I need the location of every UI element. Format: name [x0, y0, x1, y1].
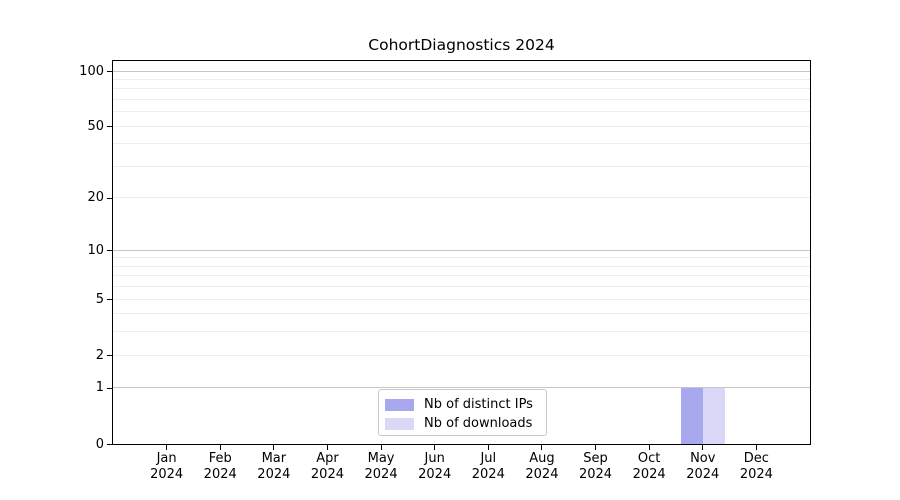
legend-swatch-distinct-ips [385, 398, 414, 411]
x-tick-mark [541, 445, 543, 450]
y-tick-mark [107, 444, 112, 445]
y-tick-label: 2 [95, 347, 104, 363]
legend: Nb of distinct IPs Nb of downloads [378, 389, 547, 436]
y-tick-mark [107, 71, 112, 72]
y-tick-label: 20 [87, 190, 104, 206]
minor-gridline [113, 265, 810, 267]
major-gridline [113, 249, 810, 251]
x-tick-label: Jul 2024 [471, 451, 505, 482]
minor-gridline [113, 165, 810, 167]
legend-label-downloads: Nb of downloads [424, 416, 533, 431]
minor-gridline [113, 257, 810, 259]
minor-gridline [113, 78, 810, 80]
major-gridline [113, 387, 810, 389]
x-tick-label: Aug 2024 [525, 451, 559, 482]
y-tick-label: 1 [95, 380, 104, 396]
x-tick-mark [648, 445, 650, 450]
x-tick-mark [702, 445, 704, 450]
chart-title: CohortDiagnostics 2024 [368, 36, 555, 54]
minor-gridline [113, 111, 810, 113]
minor-gridline [113, 98, 810, 100]
y-tick-mark [107, 299, 112, 301]
x-tick-mark [273, 445, 275, 450]
x-tick-label: Jan 2024 [150, 451, 184, 482]
x-tick-label: Sep 2024 [578, 451, 613, 482]
bar-distinct-ips [680, 387, 703, 444]
y-tick-mark [107, 250, 112, 252]
y-tick-mark [107, 387, 112, 389]
x-tick-label: Feb 2024 [203, 451, 237, 482]
minor-gridline [113, 88, 810, 90]
major-gridline [113, 70, 810, 72]
y-tick-label: 50 [87, 118, 104, 134]
y-tick-mark [107, 355, 112, 357]
minor-gridline [113, 275, 810, 277]
x-tick-mark [219, 445, 221, 450]
y-tick-label: 10 [87, 242, 104, 258]
minor-gridline [113, 331, 810, 333]
x-tick-mark [755, 445, 757, 450]
minor-gridline [113, 143, 810, 145]
y-tick-label: 0 [95, 436, 104, 452]
y-tick-label: 100 [79, 63, 104, 79]
y-tick-mark [107, 197, 112, 199]
x-tick-label: Oct 2024 [632, 451, 666, 482]
minor-gridline [113, 125, 810, 127]
x-tick-label: Mar 2024 [257, 451, 291, 482]
x-tick-label: Nov 2024 [686, 451, 720, 482]
y-tick-label: 5 [95, 291, 104, 307]
x-tick-mark [595, 445, 597, 450]
x-tick-label: Apr 2024 [310, 451, 344, 482]
minor-gridline [113, 313, 810, 315]
legend-label-distinct-ips: Nb of distinct IPs [424, 397, 533, 412]
minor-gridline [113, 286, 810, 288]
legend-item-downloads: Nb of downloads [385, 414, 540, 433]
x-tick-mark [166, 445, 168, 450]
x-tick-mark [487, 445, 489, 450]
minor-gridline [113, 298, 810, 300]
y-tick-mark [107, 126, 112, 128]
x-tick-label: Jun 2024 [418, 451, 452, 482]
x-tick-mark [326, 445, 328, 450]
legend-item-distinct-ips: Nb of distinct IPs [385, 395, 540, 414]
x-tick-label: May 2024 [364, 451, 398, 482]
x-tick-mark [434, 445, 436, 450]
x-tick-mark [380, 445, 382, 450]
bar-downloads [702, 387, 725, 444]
plot-area [112, 60, 811, 445]
minor-gridline [113, 197, 810, 199]
minor-gridline [113, 354, 810, 356]
x-tick-label: Dec 2024 [739, 451, 773, 482]
legend-swatch-downloads [385, 417, 414, 430]
